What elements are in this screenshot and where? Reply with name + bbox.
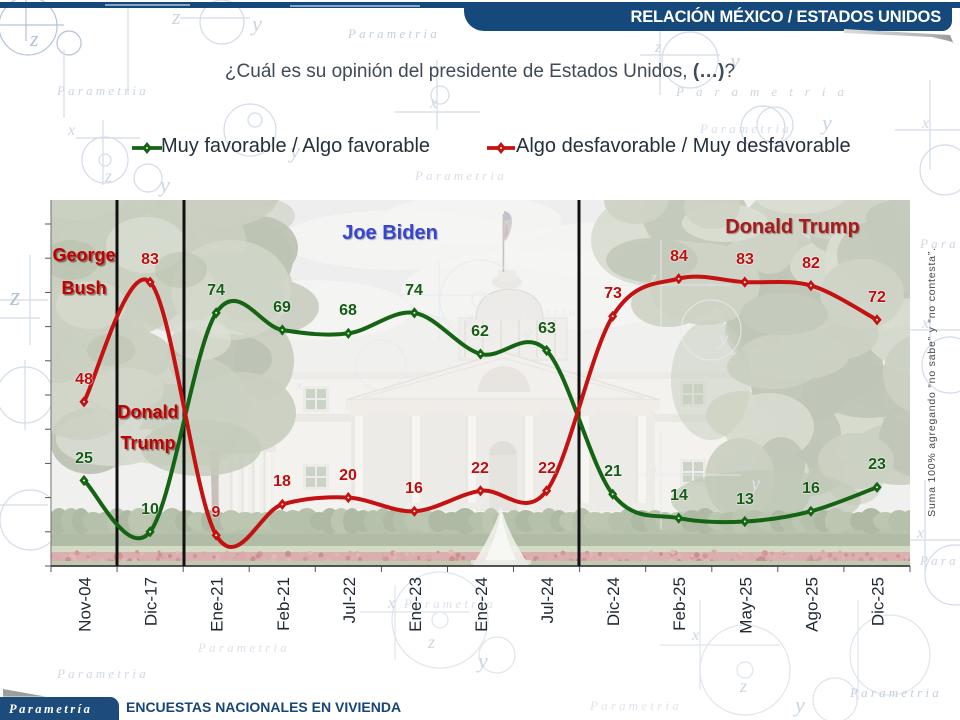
svg-text:x: x [67,122,75,139]
svg-text:x: x [650,460,658,476]
svg-text:Jul-24: Jul-24 [538,577,557,623]
svg-text:z: z [654,39,662,56]
svg-text:metria: metria [121,411,176,425]
svg-text:Parametria: Parametria [699,121,792,136]
svg-text:x: x [429,95,437,112]
svg-text:Para: Para [919,553,959,568]
svg-text:z: z [427,632,435,652]
svg-text:Dic-25: Dic-25 [869,577,888,626]
svg-text:x: x [691,627,699,644]
svg-text:Para: Para [919,236,959,251]
svg-text:x: x [916,525,924,542]
svg-text:Dic-24: Dic-24 [604,577,623,626]
svg-text:Ene-23: Ene-23 [406,577,425,632]
svg-text:Parametria: Parametria [56,83,149,98]
svg-text:z: z [650,270,657,286]
svg-text:y: y [521,323,532,345]
svg-text:Jul-22: Jul-22 [340,577,359,623]
svg-text:Parametria: Parametria [589,698,682,713]
svg-text:Feb-21: Feb-21 [274,577,293,631]
svg-text:x: x [921,115,929,132]
svg-text:y: y [820,110,832,135]
svg-text:x: x [921,315,929,332]
svg-text:Parametria: Parametria [56,666,149,681]
svg-text:Nov-04: Nov-04 [76,577,95,632]
svg-text:y: y [158,172,170,197]
svg-text:Feb-25: Feb-25 [670,577,689,631]
svg-text:May-25: May-25 [736,577,755,634]
svg-text:y: y [717,328,728,350]
svg-text:Parametria: Parametria [487,307,579,319]
svg-text:Parametria: Parametria [197,640,290,655]
svg-text:Parametria: Parametria [403,596,496,611]
svg-text:Parametria: Parametria [675,84,856,99]
svg-text:z: z [465,308,474,330]
svg-text:y: y [250,11,262,36]
svg-text:z: z [739,676,747,696]
svg-text:x: x [295,378,303,394]
svg-text:Ene-21: Ene-21 [208,577,227,632]
svg-text:z: z [9,282,20,311]
svg-text:Ago-25: Ago-25 [802,577,821,632]
svg-text:Suma 100% agregando “no sabe: Suma 100% agregando “no sabe” y “no cont… [926,247,938,517]
svg-text:Dic-17: Dic-17 [142,577,161,626]
svg-text:y: y [728,48,740,73]
svg-text:x: x [387,595,395,612]
svg-text:z: z [104,166,112,186]
svg-text:Parametria: Parametria [414,168,507,183]
svg-text:y: y [288,138,300,163]
svg-text:Parametria: Parametria [849,685,942,700]
svg-text:Ene-24: Ene-24 [472,577,491,632]
svg-text:x: x [405,280,413,296]
svg-text:z: z [29,26,39,51]
svg-text:y: y [476,648,488,673]
svg-text:z: z [171,4,181,29]
svg-text:y: y [749,473,760,495]
svg-text:Parametria: Parametria [347,26,440,41]
svg-text:y: y [793,692,805,717]
